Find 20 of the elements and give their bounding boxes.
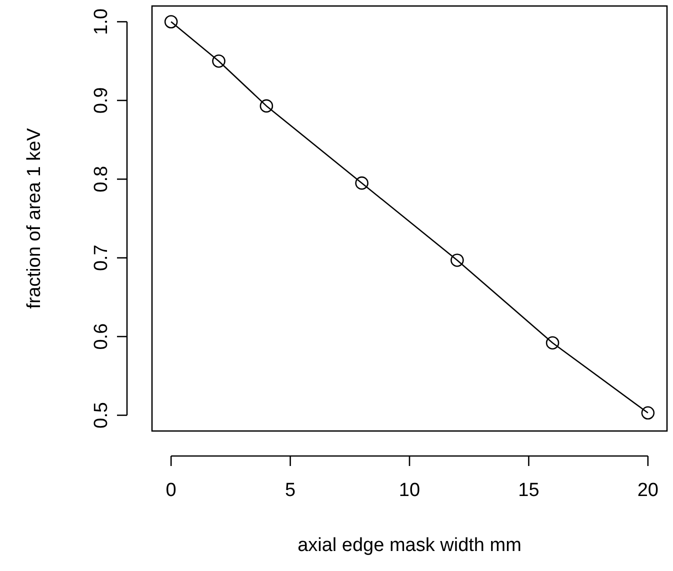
point: [260, 99, 274, 113]
x-tick-label: 20: [637, 480, 658, 501]
x-tick-label: 10: [398, 480, 420, 501]
point: [355, 176, 368, 190]
y-tick-label: 0.8: [91, 166, 112, 192]
y-tick-label: 0.7: [91, 244, 112, 272]
x-tick-label: 0: [166, 480, 176, 501]
y-tick-label: 1.0: [91, 8, 112, 35]
y-tick-label: 0.5: [91, 402, 112, 428]
point: [212, 54, 226, 68]
y-tick-label: 0.9: [91, 87, 112, 114]
point: [450, 254, 464, 267]
x-tick-label: 5: [285, 480, 296, 501]
x-tick-label: 15: [518, 480, 540, 501]
y-tick-label: 0.6: [91, 323, 112, 350]
point: [164, 15, 178, 28]
point: [546, 336, 560, 350]
x-axis-title: axial edge mask width mm: [298, 535, 522, 556]
point: [641, 406, 655, 420]
y-axis-title: fraction of area 1 keV: [24, 128, 45, 309]
